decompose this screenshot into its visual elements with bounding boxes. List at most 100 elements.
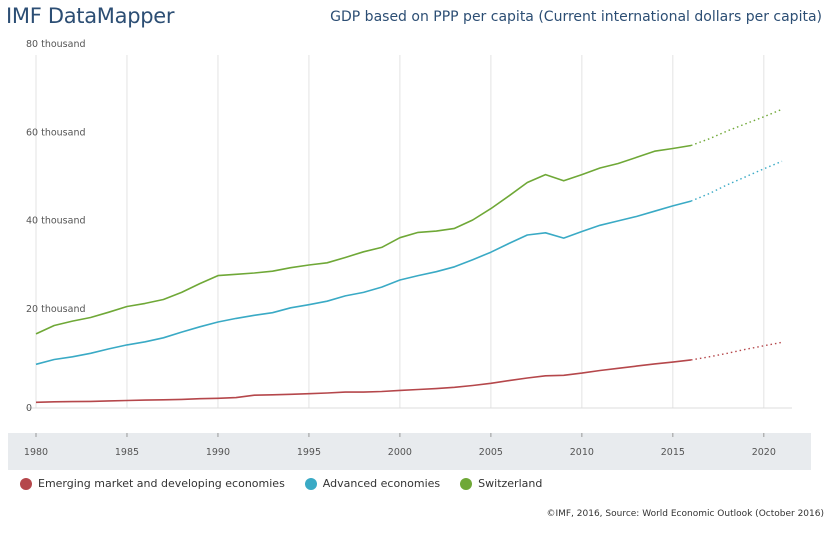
data-point-switzerland xyxy=(708,138,710,140)
data-point-advanced xyxy=(653,210,655,212)
legend-item-advanced[interactable]: Advanced economies xyxy=(304,477,440,490)
data-point-advanced xyxy=(362,291,364,293)
data-point-advanced xyxy=(326,300,328,302)
data-point-switzerland xyxy=(162,298,164,300)
series-line-emerging[interactable] xyxy=(35,359,692,404)
data-point-emerging xyxy=(508,379,510,381)
data-point-emerging xyxy=(599,369,601,371)
data-point-switzerland xyxy=(581,173,583,175)
data-point-emerging xyxy=(526,377,528,379)
data-point-advanced xyxy=(453,266,455,268)
data-point-advanced xyxy=(708,192,710,194)
data-point-advanced xyxy=(526,234,528,236)
data-point-emerging xyxy=(180,398,182,400)
data-point-emerging xyxy=(453,386,455,388)
data-point-switzerland xyxy=(599,167,601,169)
x-tick-label: 2000 xyxy=(388,447,412,458)
x-tick-label: 1985 xyxy=(115,447,139,458)
y-axis-ticks: 0 20 thousand 40 thousand 60 thousand 80 tho… xyxy=(26,39,86,414)
data-point-switzerland xyxy=(126,305,128,307)
datamapper-brand: IMF DataMapper xyxy=(6,4,175,28)
data-point-advanced xyxy=(581,230,583,232)
gridlines xyxy=(26,55,792,409)
source-credit: ©IMF, 2016, Source: World Economic Outlo… xyxy=(546,509,824,519)
y-tick-label: 80 thousand xyxy=(26,39,86,50)
data-point-emerging xyxy=(162,399,164,401)
data-point-emerging xyxy=(635,365,637,367)
data-point-switzerland xyxy=(471,219,473,221)
legend-marker-advanced xyxy=(304,477,317,490)
data-point-switzerland xyxy=(781,108,783,110)
y-tick-label: 0 xyxy=(26,403,32,414)
data-point-switzerland xyxy=(326,262,328,264)
data-point-switzerland xyxy=(763,116,765,118)
data-point-switzerland xyxy=(144,302,146,304)
series-projection-emerging xyxy=(690,341,783,361)
data-point-advanced xyxy=(562,237,564,239)
data-point-advanced xyxy=(744,176,746,178)
data-point-advanced xyxy=(381,286,383,288)
data-point-advanced xyxy=(199,326,201,328)
data-point-advanced xyxy=(417,274,419,276)
legend-label-switzerland: Switzerland xyxy=(478,477,543,490)
x-tick-label: 2020 xyxy=(752,447,776,458)
data-point-switzerland xyxy=(544,173,546,175)
data-point-emerging xyxy=(708,356,710,358)
data-point-advanced xyxy=(89,352,91,354)
legend-item-emerging[interactable]: Emerging market and developing economies xyxy=(20,477,285,490)
series-projection-advanced xyxy=(690,160,783,202)
data-point-emerging xyxy=(471,384,473,386)
data-point-emerging xyxy=(544,375,546,377)
data-point-switzerland xyxy=(271,270,273,272)
data-point-switzerland xyxy=(490,207,492,209)
data-point-advanced xyxy=(635,215,637,217)
data-point-emerging xyxy=(726,352,728,354)
data-point-advanced xyxy=(599,224,601,226)
y-tick-label: 40 thousand xyxy=(26,216,86,227)
legend-marker-emerging xyxy=(20,477,32,490)
data-point-advanced xyxy=(344,295,346,297)
data-point-switzerland xyxy=(89,316,91,318)
data-point-emerging xyxy=(71,400,73,402)
x-tick-label: 2005 xyxy=(479,447,503,458)
legend-label-emerging: Emerging market and developing economies xyxy=(38,477,285,490)
data-point-switzerland xyxy=(308,264,310,266)
data-point-advanced xyxy=(781,160,783,162)
data-point-advanced xyxy=(180,331,182,333)
data-point-emerging xyxy=(763,345,765,347)
data-point-switzerland xyxy=(108,311,110,313)
series-line-advanced[interactable] xyxy=(35,200,692,366)
data-point-advanced xyxy=(672,205,674,207)
data-point-switzerland xyxy=(744,123,746,125)
data-point-switzerland xyxy=(180,291,182,293)
data-point-advanced xyxy=(435,270,437,272)
data-point-advanced xyxy=(162,337,164,339)
data-point-advanced xyxy=(399,279,401,281)
data-point-advanced xyxy=(235,317,237,319)
data-point-advanced xyxy=(126,344,128,346)
series-projection-switzerland xyxy=(690,108,783,147)
legend-item-switzerland[interactable]: Switzerland xyxy=(460,477,542,490)
data-point-emerging xyxy=(362,391,364,393)
data-point-switzerland xyxy=(253,272,255,274)
data-point-switzerland xyxy=(53,324,55,326)
series-line-switzerland[interactable] xyxy=(35,144,692,335)
data-point-emerging xyxy=(344,391,346,393)
data-point-switzerland xyxy=(690,144,692,146)
data-point-emerging xyxy=(199,398,201,400)
data-point-switzerland xyxy=(435,230,437,232)
data-point-emerging xyxy=(271,394,273,396)
data-point-switzerland xyxy=(726,130,728,132)
y-tick-label: 60 thousand xyxy=(26,127,86,138)
data-point-switzerland xyxy=(235,273,237,275)
data-point-switzerland xyxy=(562,180,564,182)
data-point-switzerland xyxy=(344,256,346,258)
data-point-switzerland xyxy=(672,147,674,149)
x-axis-ticks: 1980 1985 1990 1995 2000 2005 2010 2015 2020 xyxy=(24,433,776,458)
data-point-advanced xyxy=(290,307,292,309)
legend: Emerging market and developing economies… xyxy=(20,477,562,490)
data-point-switzerland xyxy=(71,320,73,322)
data-point-advanced xyxy=(35,363,37,365)
x-tick-label: 1980 xyxy=(24,447,48,458)
data-point-advanced xyxy=(471,259,473,261)
